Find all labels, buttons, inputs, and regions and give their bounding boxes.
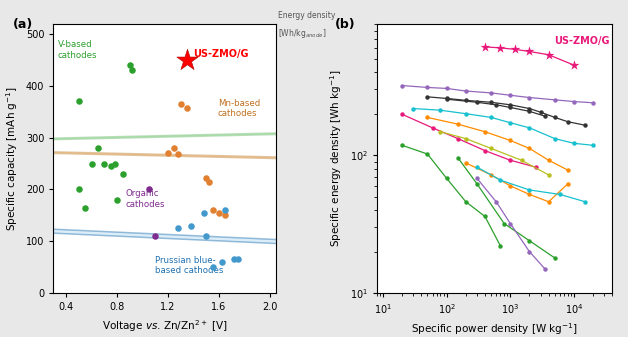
- Point: [198, 210, 208, 216]
- Point: [109, 161, 119, 166]
- Point: [173, 226, 183, 231]
- Point: [480, 44, 490, 50]
- Point: [125, 62, 135, 68]
- Point: [112, 197, 122, 203]
- Text: V-based
cathodes: V-based cathodes: [58, 40, 97, 60]
- Point: [201, 175, 211, 181]
- Text: US-ZMO/G: US-ZMO/G: [554, 36, 609, 46]
- Point: [150, 234, 160, 239]
- Point: [144, 187, 154, 192]
- Ellipse shape: [0, 74, 628, 238]
- Point: [80, 205, 90, 210]
- Ellipse shape: [0, 53, 628, 222]
- Point: [87, 161, 97, 166]
- Point: [127, 67, 138, 73]
- Point: [544, 52, 554, 57]
- Point: [217, 259, 227, 265]
- Point: [119, 171, 129, 177]
- Point: [214, 210, 224, 216]
- Point: [74, 187, 84, 192]
- Point: [233, 257, 243, 262]
- Point: [495, 45, 506, 51]
- Point: [182, 57, 192, 63]
- Y-axis label: Specific energy density [Wh kg$^{-1}$]: Specific energy density [Wh kg$^{-1}$]: [328, 69, 344, 247]
- Point: [176, 101, 186, 106]
- Text: (a): (a): [13, 18, 33, 31]
- Point: [201, 234, 211, 239]
- Ellipse shape: [0, 191, 628, 286]
- Text: Mn-based
cathodes: Mn-based cathodes: [218, 99, 260, 118]
- Text: US-ZMO/G: US-ZMO/G: [193, 49, 249, 59]
- Point: [106, 163, 116, 169]
- Point: [569, 62, 579, 68]
- Point: [93, 145, 103, 151]
- Text: Organic
cathodes: Organic cathodes: [126, 189, 166, 209]
- X-axis label: Specific power density [W kg$^{-1}$]: Specific power density [W kg$^{-1}$]: [411, 321, 578, 337]
- Point: [170, 145, 180, 151]
- Point: [524, 49, 534, 54]
- Text: (b): (b): [335, 18, 355, 31]
- Text: [Wh/kg$_{anode}$]: [Wh/kg$_{anode}$]: [278, 27, 326, 40]
- Point: [182, 105, 192, 110]
- Y-axis label: Specific capacity [mAh g$^{-1}$]: Specific capacity [mAh g$^{-1}$]: [4, 86, 20, 231]
- Point: [173, 152, 183, 157]
- Point: [208, 265, 218, 270]
- Text: Energy density: Energy density: [278, 11, 335, 20]
- Point: [229, 257, 239, 262]
- X-axis label: Voltage $\it{vs}$. Zn/Zn$^{2+}$ [V]: Voltage $\it{vs}$. Zn/Zn$^{2+}$ [V]: [102, 318, 228, 334]
- Text: Prussian blue-
based cathodes: Prussian blue- based cathodes: [155, 256, 224, 275]
- Point: [74, 99, 84, 104]
- Point: [208, 208, 218, 213]
- Point: [163, 151, 173, 156]
- Point: [203, 179, 214, 184]
- Point: [99, 161, 109, 166]
- Point: [511, 47, 521, 52]
- Point: [186, 223, 196, 228]
- Point: [220, 213, 230, 218]
- Point: [220, 208, 230, 213]
